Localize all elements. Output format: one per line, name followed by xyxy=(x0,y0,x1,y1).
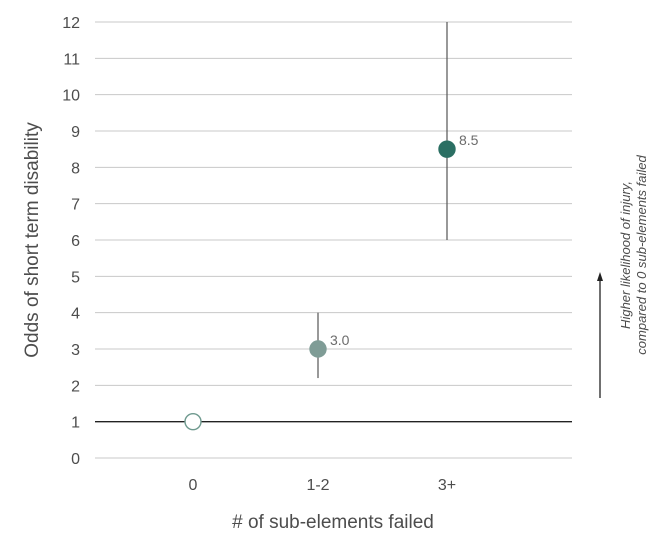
y-tick-label: 10 xyxy=(62,88,80,105)
y-tick-label: 4 xyxy=(71,306,80,323)
y-tick-label: 12 xyxy=(62,15,80,32)
y-tick-label: 7 xyxy=(71,197,80,214)
data-point xyxy=(438,140,456,158)
x-tick-label: 1-2 xyxy=(306,477,329,494)
data-marks: 3.0 8.5 xyxy=(184,22,479,431)
annotation: Higher likelihood of injury, compared to… xyxy=(597,155,649,398)
x-axis-title: # of sub-elements failed xyxy=(232,512,434,533)
y-tick-label: 9 xyxy=(71,124,80,141)
y-tick-label: 5 xyxy=(71,269,80,286)
y-tick-label: 2 xyxy=(71,378,80,395)
arrow-head xyxy=(597,272,603,281)
data-label: 8.5 xyxy=(459,132,479,148)
y-tick-label: 6 xyxy=(71,233,80,250)
y-axis-title: Odds of short term disability xyxy=(22,122,43,358)
grid-lines xyxy=(95,21,572,459)
x-tick-label: 0 xyxy=(189,477,198,494)
y-tick-label: 1 xyxy=(71,415,80,432)
annotation-line-1: Higher likelihood of injury, xyxy=(618,181,633,329)
y-tick-label: 3 xyxy=(71,342,80,359)
x-tick-label: 3+ xyxy=(438,477,456,494)
x-tick-labels: 0 1-2 3+ xyxy=(189,477,457,494)
data-point xyxy=(309,340,327,358)
data-point xyxy=(184,412,202,431)
y-tick-label: 11 xyxy=(63,51,80,68)
data-label: 3.0 xyxy=(330,332,350,348)
y-tick-label: 0 xyxy=(71,451,80,468)
annotation-line-2: compared to 0 sub-elements failed xyxy=(634,155,649,355)
y-tick-label: 8 xyxy=(71,160,80,177)
